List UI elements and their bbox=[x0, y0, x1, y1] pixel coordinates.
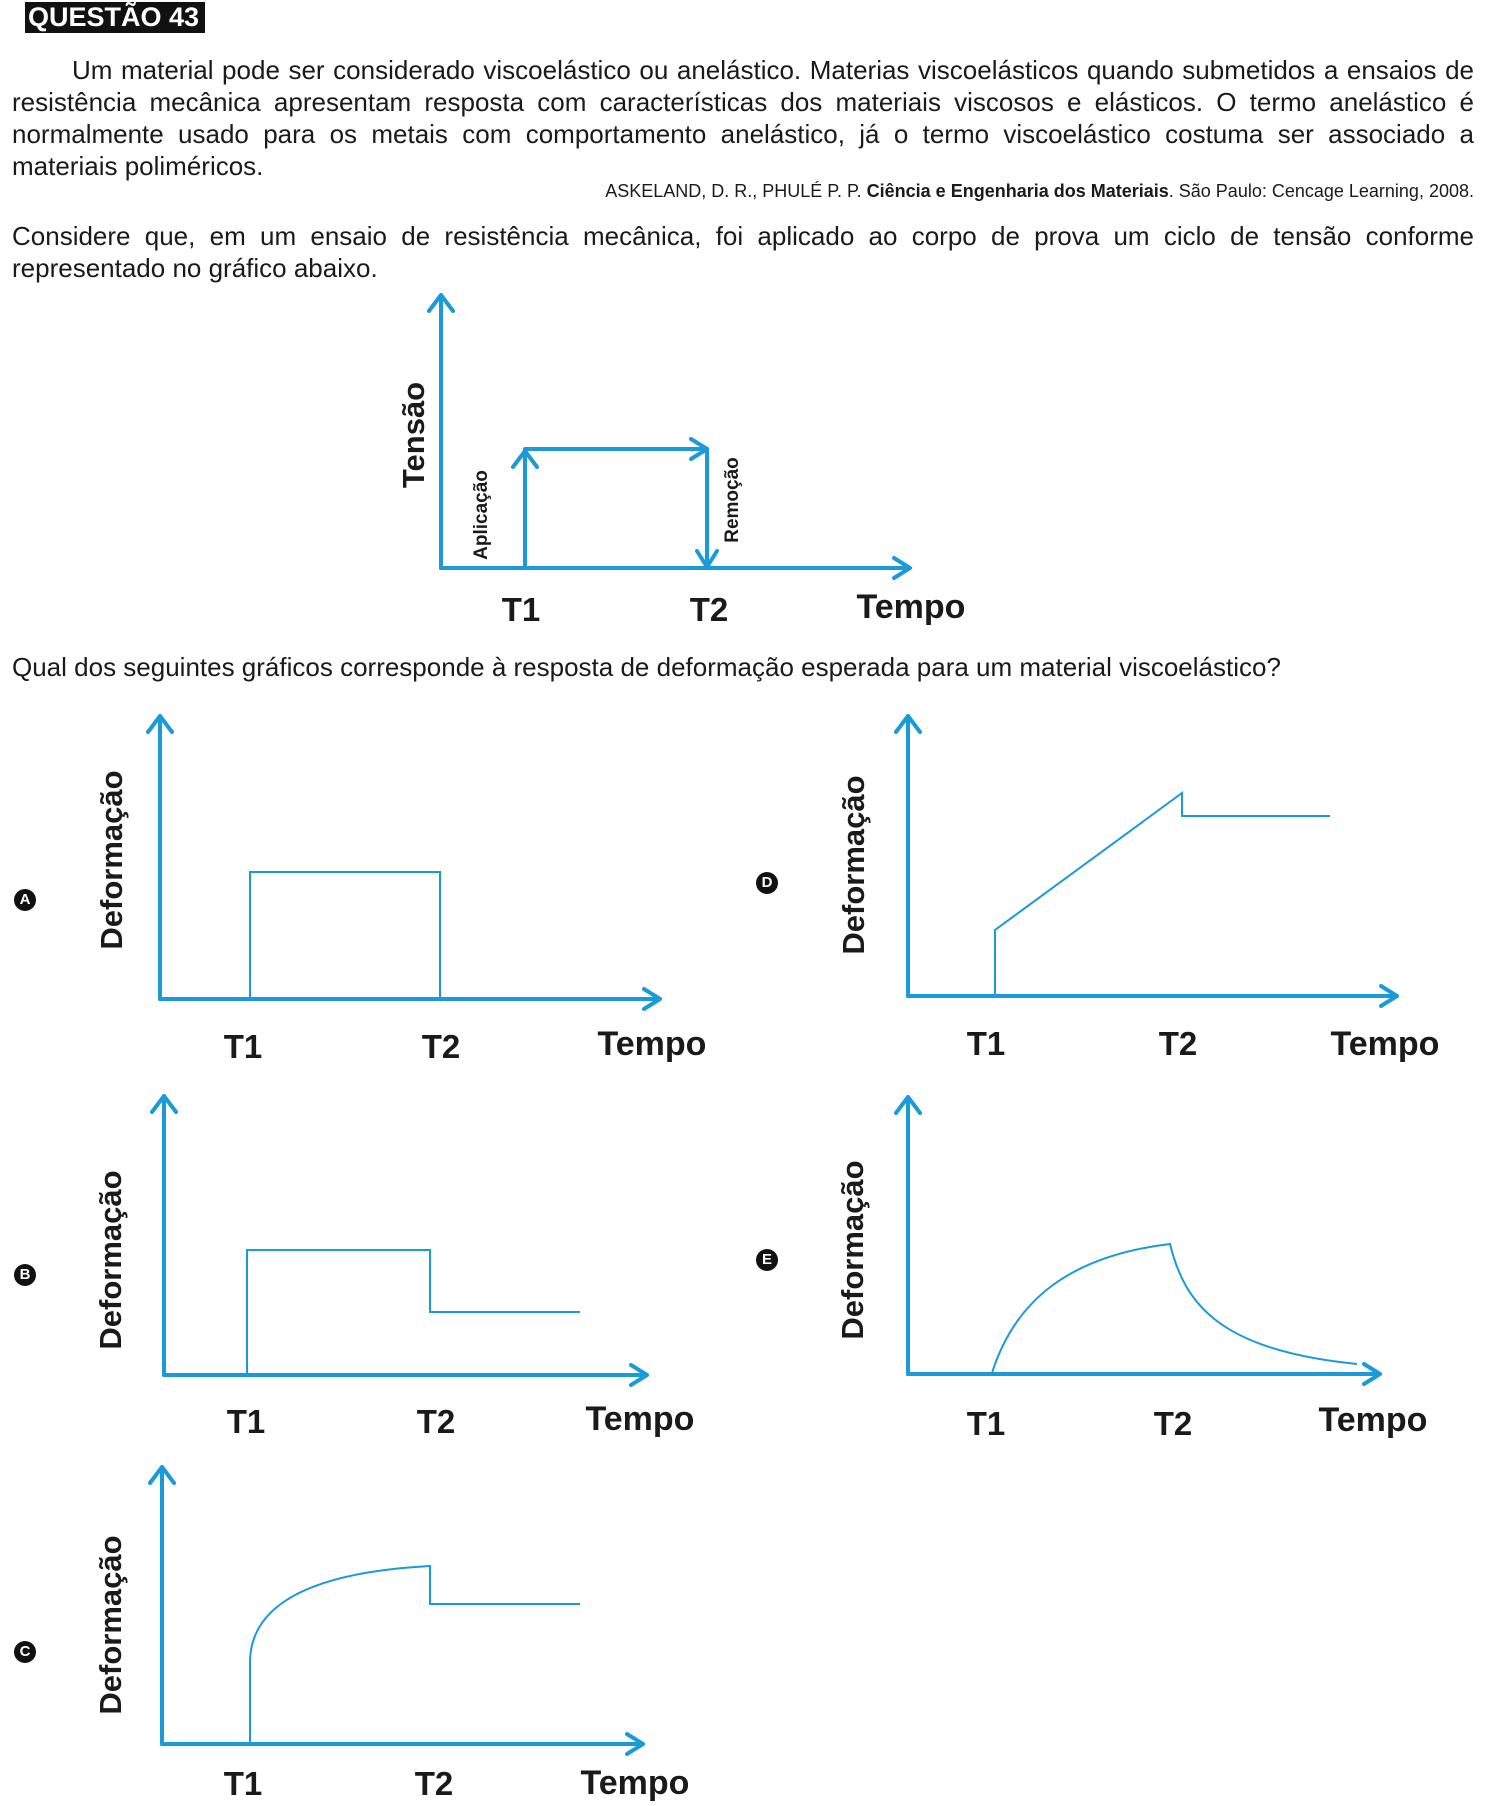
deformation-curve bbox=[249, 1564, 580, 1743]
citation-authors: ASKELAND, D. R., PHULÉ P. P. bbox=[605, 181, 867, 201]
t2-label: T2 bbox=[1159, 1025, 1198, 1062]
y-axis-label: Deformação bbox=[93, 1170, 128, 1349]
x-axis-label: Tempo bbox=[598, 1025, 707, 1063]
y-axis bbox=[150, 1094, 178, 1377]
x-axis bbox=[160, 1732, 645, 1756]
x-axis bbox=[162, 1363, 649, 1387]
context-paragraph: Considere que, em um ensaio de resistênc… bbox=[12, 221, 1474, 283]
y-axis bbox=[427, 293, 455, 570]
t1-label: T1 bbox=[967, 1025, 1006, 1062]
t1-label: T1 bbox=[227, 1403, 266, 1440]
deformation-curve bbox=[246, 1249, 580, 1374]
option-d-graph: Deformação T1 T2 Tempo bbox=[836, 714, 1440, 1063]
x-axis bbox=[906, 1362, 1382, 1386]
application-label: Aplicação bbox=[471, 470, 492, 560]
stress-t1-label: T1 bbox=[502, 591, 541, 628]
hold-arrow bbox=[523, 437, 709, 461]
x-axis-label: Tempo bbox=[586, 1400, 695, 1438]
option-b-badge[interactable]: B bbox=[14, 1264, 36, 1286]
citation-publication: . São Paulo: Cencage Learning, 2008. bbox=[1168, 181, 1474, 201]
y-axis bbox=[894, 714, 922, 998]
t1-label: T1 bbox=[967, 1405, 1006, 1442]
stress-x-label: Tempo bbox=[857, 588, 966, 626]
x-axis bbox=[158, 987, 662, 1011]
x-axis-label: Tempo bbox=[581, 1764, 690, 1802]
option-a-graph: Deformação T1 T2 Tempo bbox=[94, 714, 707, 1065]
removal-label: Remoção bbox=[722, 457, 743, 543]
stress-t2-label: T2 bbox=[690, 591, 729, 628]
application-arrow bbox=[511, 449, 539, 570]
y-axis bbox=[894, 1095, 922, 1376]
y-axis bbox=[146, 714, 174, 1001]
t2-label: T2 bbox=[415, 1765, 454, 1802]
option-c-graph: Deformação T1 T2 Tempo bbox=[93, 1465, 690, 1802]
t2-label: T2 bbox=[1154, 1405, 1193, 1442]
option-c-badge[interactable]: C bbox=[14, 1641, 36, 1663]
t1-label: T1 bbox=[224, 1028, 263, 1065]
x-axis-label: Tempo bbox=[1319, 1401, 1428, 1439]
removal-arrow bbox=[695, 447, 719, 569]
option-d-badge[interactable]: D bbox=[756, 872, 778, 894]
question-text: Qual dos seguintes gráficos corresponde … bbox=[12, 652, 1281, 682]
citation-title: Ciência e Engenharia dos Materiais bbox=[866, 181, 1169, 201]
x-axis-label: Tempo bbox=[1331, 1025, 1440, 1063]
deformation-curve bbox=[249, 871, 441, 998]
deformation-curve bbox=[994, 791, 1330, 995]
t2-label: T2 bbox=[422, 1028, 461, 1065]
t1-label: T1 bbox=[224, 1765, 263, 1802]
citation: ASKELAND, D. R., PHULÉ P. P. Ciência e E… bbox=[605, 181, 1474, 202]
y-axis-label: Deformação bbox=[94, 770, 129, 949]
option-e-badge[interactable]: E bbox=[756, 1249, 778, 1271]
y-axis-label: Deformação bbox=[836, 775, 871, 954]
t2-label: T2 bbox=[417, 1403, 456, 1440]
x-axis bbox=[906, 984, 1399, 1008]
question-number-header: QUESTÃO 43 bbox=[25, 2, 206, 33]
option-b-graph: Deformação T1 T2 Tempo bbox=[93, 1094, 695, 1440]
y-axis-label: Deformação bbox=[93, 1535, 128, 1714]
y-axis bbox=[148, 1465, 176, 1746]
intro-paragraph: Um material pode ser considerado viscoel… bbox=[12, 55, 1474, 181]
stress-cycle-graph: Tensão Aplicação Remoção T1 T2 Tempo bbox=[396, 293, 966, 628]
x-axis bbox=[439, 556, 912, 580]
stress-y-label: Tensão bbox=[396, 382, 431, 488]
option-a-badge[interactable]: A bbox=[14, 889, 36, 911]
option-e-graph: Deformação T1 T2 Tempo bbox=[835, 1095, 1428, 1442]
deformation-curve bbox=[991, 1242, 1358, 1374]
y-axis-label: Deformação bbox=[835, 1160, 870, 1339]
